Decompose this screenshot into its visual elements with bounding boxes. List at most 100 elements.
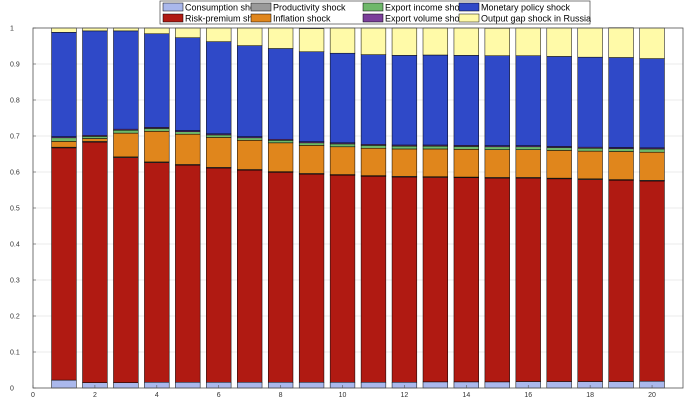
- bar-segment-7-x1: [51, 32, 77, 137]
- bar-segment-1-x17: [546, 381, 572, 389]
- bar-segment-7-x11: [360, 54, 387, 145]
- bar-segment-2-x17: [546, 178, 572, 382]
- bar-segment-4-x15: [484, 149, 510, 178]
- y-tick-label: 0.3: [10, 278, 20, 285]
- legend-swatch: [250, 13, 272, 23]
- x-tick-label: 6: [217, 392, 221, 399]
- bar-segment-7-x19: [608, 57, 634, 148]
- bar-segment-5-x13: [422, 145, 449, 150]
- legend-swatch: [458, 13, 480, 23]
- bar-segment-7-x13: [422, 54, 449, 146]
- bar-segment-2-x12: [391, 176, 418, 383]
- bar-segment-5-x20: [639, 148, 665, 153]
- legend-label: Risk-premium shock: [185, 14, 267, 24]
- legend-label: Output gap shock in Russia: [481, 14, 591, 24]
- bar-segment-4-x14: [453, 149, 479, 178]
- bar-segment-5-x8: [267, 140, 294, 144]
- bar-segment-1-x1: [51, 379, 77, 389]
- bar-segment-4-x4: [144, 131, 170, 163]
- bar-segment-1-x9: [298, 381, 325, 389]
- x-tick-label: 8: [279, 392, 283, 399]
- bar-segment-4-x16: [515, 149, 541, 178]
- bar-segment-4-x11: [360, 147, 387, 176]
- bar-segment-5-x9: [298, 142, 325, 146]
- bar-segment-2-x1: [51, 147, 77, 381]
- bar-segment-1-x11: [360, 381, 387, 389]
- y-tick-label: 0.9: [10, 62, 20, 69]
- bar-segment-8-x14: [453, 27, 479, 56]
- bar-segment-2-x16: [515, 177, 541, 382]
- legend-label: Export volume shock: [385, 14, 469, 24]
- legend-label: Export income shock: [385, 3, 469, 13]
- bar-segment-7-x16: [515, 55, 541, 146]
- bar-segment-7-x6: [206, 41, 232, 135]
- x-tick-label: 10: [339, 392, 347, 399]
- bar-segment-1-x15: [484, 381, 510, 389]
- axes: 00.10.20.30.40.50.60.70.80.910 2 4 6 8 10 12 14…: [10, 26, 684, 399]
- x-tick-label: 16: [524, 392, 532, 399]
- bar-segment-8-x20: [639, 27, 665, 59]
- bar-segment-2-x11: [360, 176, 387, 383]
- bar-segment-1-x7: [237, 381, 263, 389]
- bar-segment-8-x11: [360, 27, 387, 55]
- bar-segment-1-x5: [175, 381, 201, 389]
- bar-segment-5-x3: [113, 129, 139, 134]
- bar-segment-8-x1: [51, 27, 77, 33]
- bar-segment-8-x9: [298, 28, 325, 53]
- bar-segment-2-x3: [113, 157, 139, 383]
- bar-segment-1-x13: [422, 381, 449, 389]
- bar-segment-2-x14: [453, 177, 479, 383]
- bar-segment-5-x19: [608, 148, 634, 152]
- bar-segment-5-x1: [51, 137, 77, 142]
- bar-segment-4-x8: [267, 142, 294, 172]
- x-tick-label: 12: [401, 392, 409, 399]
- bar-segment-7-x10: [329, 52, 356, 144]
- bar-segment-4-x1: [51, 141, 77, 148]
- bar-segment-7-x18: [577, 56, 603, 148]
- bar-segment-1-x3: [113, 382, 139, 389]
- bar-segment-7-x4: [144, 33, 170, 128]
- x-tick-label: 4: [155, 392, 159, 399]
- bar-segment-2-x7: [237, 169, 263, 383]
- y-tick-label: 0.4: [10, 242, 20, 249]
- bar-segment-8-x12: [391, 27, 418, 56]
- bar-segment-8-x2: [82, 27, 108, 32]
- bar-segment-2-x4: [144, 162, 170, 383]
- legend-swatch: [162, 13, 184, 23]
- bar-segment-7-x7: [237, 45, 263, 137]
- legend-swatch: [250, 2, 272, 12]
- y-tick-label: 0.2: [10, 314, 20, 321]
- bar-segment-4-x10: [329, 146, 356, 175]
- legend-swatch: [162, 2, 184, 12]
- y-tick-label: 0.6: [10, 170, 20, 177]
- bar-segment-8-x7: [237, 27, 263, 46]
- bar-segment-4-x6: [206, 137, 232, 168]
- bar-segment-8-x4: [144, 27, 170, 35]
- bar-segment-5-x11: [360, 145, 387, 149]
- bar-segment-4-x7: [237, 140, 263, 170]
- bar-segment-2-x5: [175, 164, 201, 383]
- x-tick-label: 20: [648, 392, 656, 399]
- bar-segment-7-x14: [453, 55, 479, 146]
- bar-segment-7-x3: [113, 30, 139, 130]
- bar-segment-4-x20: [639, 151, 665, 181]
- bar-segment-1-x19: [608, 381, 634, 389]
- bar-segment-4-x18: [577, 150, 603, 180]
- y-tick-label: 0.1: [10, 350, 20, 357]
- y-tick-label: 0.5: [10, 206, 20, 213]
- bar-segment-5-x16: [515, 146, 541, 150]
- bar-segment-5-x6: [206, 134, 232, 138]
- bar-segment-8-x13: [422, 27, 449, 56]
- bar-segment-8-x17: [546, 27, 572, 57]
- bar-segment-7-x2: [82, 30, 108, 136]
- bar-segment-2-x6: [206, 167, 232, 383]
- bar-segment-7-x20: [639, 58, 665, 149]
- bar-segment-2-x20: [639, 180, 665, 382]
- bar-segment-7-x12: [391, 55, 418, 146]
- legend-label: Consumption shock: [185, 3, 265, 13]
- x-tick-label: 0: [31, 392, 35, 399]
- y-tick-label: 0.7: [10, 134, 20, 141]
- bar-segment-2-x15: [484, 177, 510, 383]
- bar-segment-2-x2: [82, 141, 108, 383]
